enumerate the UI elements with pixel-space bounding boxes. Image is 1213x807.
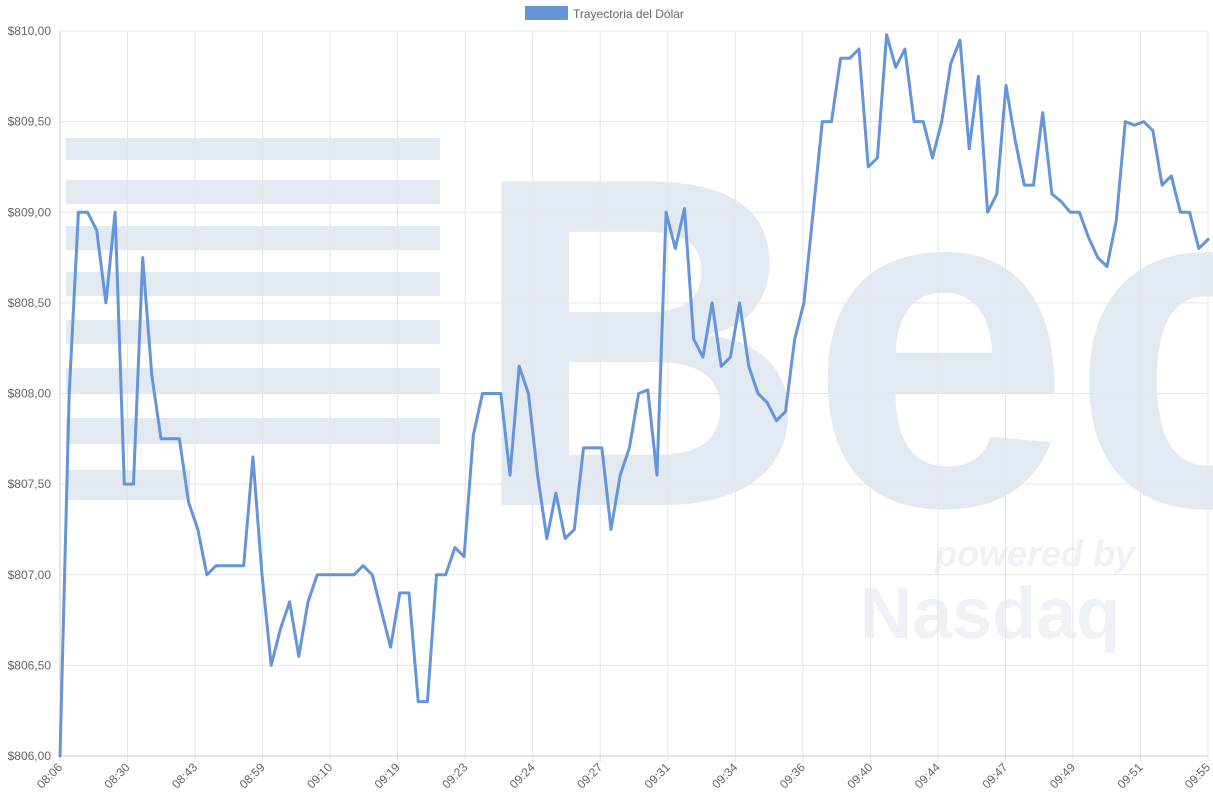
legend[interactable]: Trayectoria del Dólar [525, 6, 684, 21]
x-axis: 08:06 08:30 08:43 08:59 09:10 09:19 09:23 09:24… [34, 755, 1213, 791]
y-tick-label: $807,00 [8, 568, 52, 582]
x-tick-label: 09:47 [979, 760, 1010, 791]
x-tick-label: 08:59 [237, 760, 268, 791]
watermark-tagline: powered by [934, 533, 1137, 574]
y-tick-label: $809,50 [8, 115, 52, 129]
legend-label: Trayectoria del Dólar [573, 7, 684, 21]
watermark-brand: Bec [470, 80, 1213, 605]
legend-swatch [525, 6, 568, 20]
x-tick-label: 09:36 [777, 760, 808, 791]
x-tick-label: 09:31 [642, 760, 673, 791]
y-tick-label: $806,00 [8, 749, 52, 763]
x-tick-label: 09:10 [304, 760, 335, 791]
y-tick-label: $810,00 [8, 24, 52, 38]
series-line-0[interactable] [58, 33, 1210, 758]
series-layer [58, 33, 1210, 758]
bec-nasdaq-watermark: Bec powered by Nasdaq [66, 80, 1213, 654]
x-tick-label: 08:43 [169, 760, 200, 791]
x-tick-label: 09:55 [1182, 760, 1213, 791]
x-tick-label: 09:51 [1114, 760, 1145, 791]
x-tick-label: 08:30 [102, 760, 133, 791]
x-tick-label: 09:40 [844, 760, 875, 791]
x-tick-label: 09:24 [507, 760, 538, 791]
x-tick-label: 09:34 [709, 760, 740, 791]
x-tick-label: 09:23 [439, 760, 470, 791]
y-tick-label: $806,50 [8, 658, 52, 672]
y-tick-label: $808,00 [8, 387, 52, 401]
y-tick-label: $809,00 [8, 205, 52, 219]
x-tick-label: 09:49 [1047, 760, 1078, 791]
y-tick-label: $808,50 [8, 296, 52, 310]
x-tick-label: 09:27 [574, 760, 605, 791]
watermark-partner: Nasdaq [860, 574, 1120, 654]
x-tick-label: 09:44 [912, 760, 943, 791]
x-tick-label: 08:06 [34, 760, 65, 791]
y-tick-label: $807,50 [8, 477, 52, 491]
x-tick-label: 09:19 [372, 760, 403, 791]
y-axis: $806,00 $806,50 $807,00 $807,50 $808,00 $808,… [8, 24, 61, 763]
